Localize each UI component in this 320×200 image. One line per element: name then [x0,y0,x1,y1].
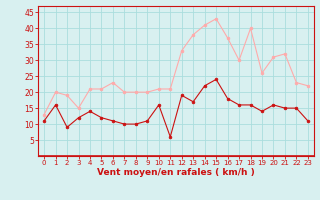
X-axis label: Vent moyen/en rafales ( km/h ): Vent moyen/en rafales ( km/h ) [97,168,255,177]
